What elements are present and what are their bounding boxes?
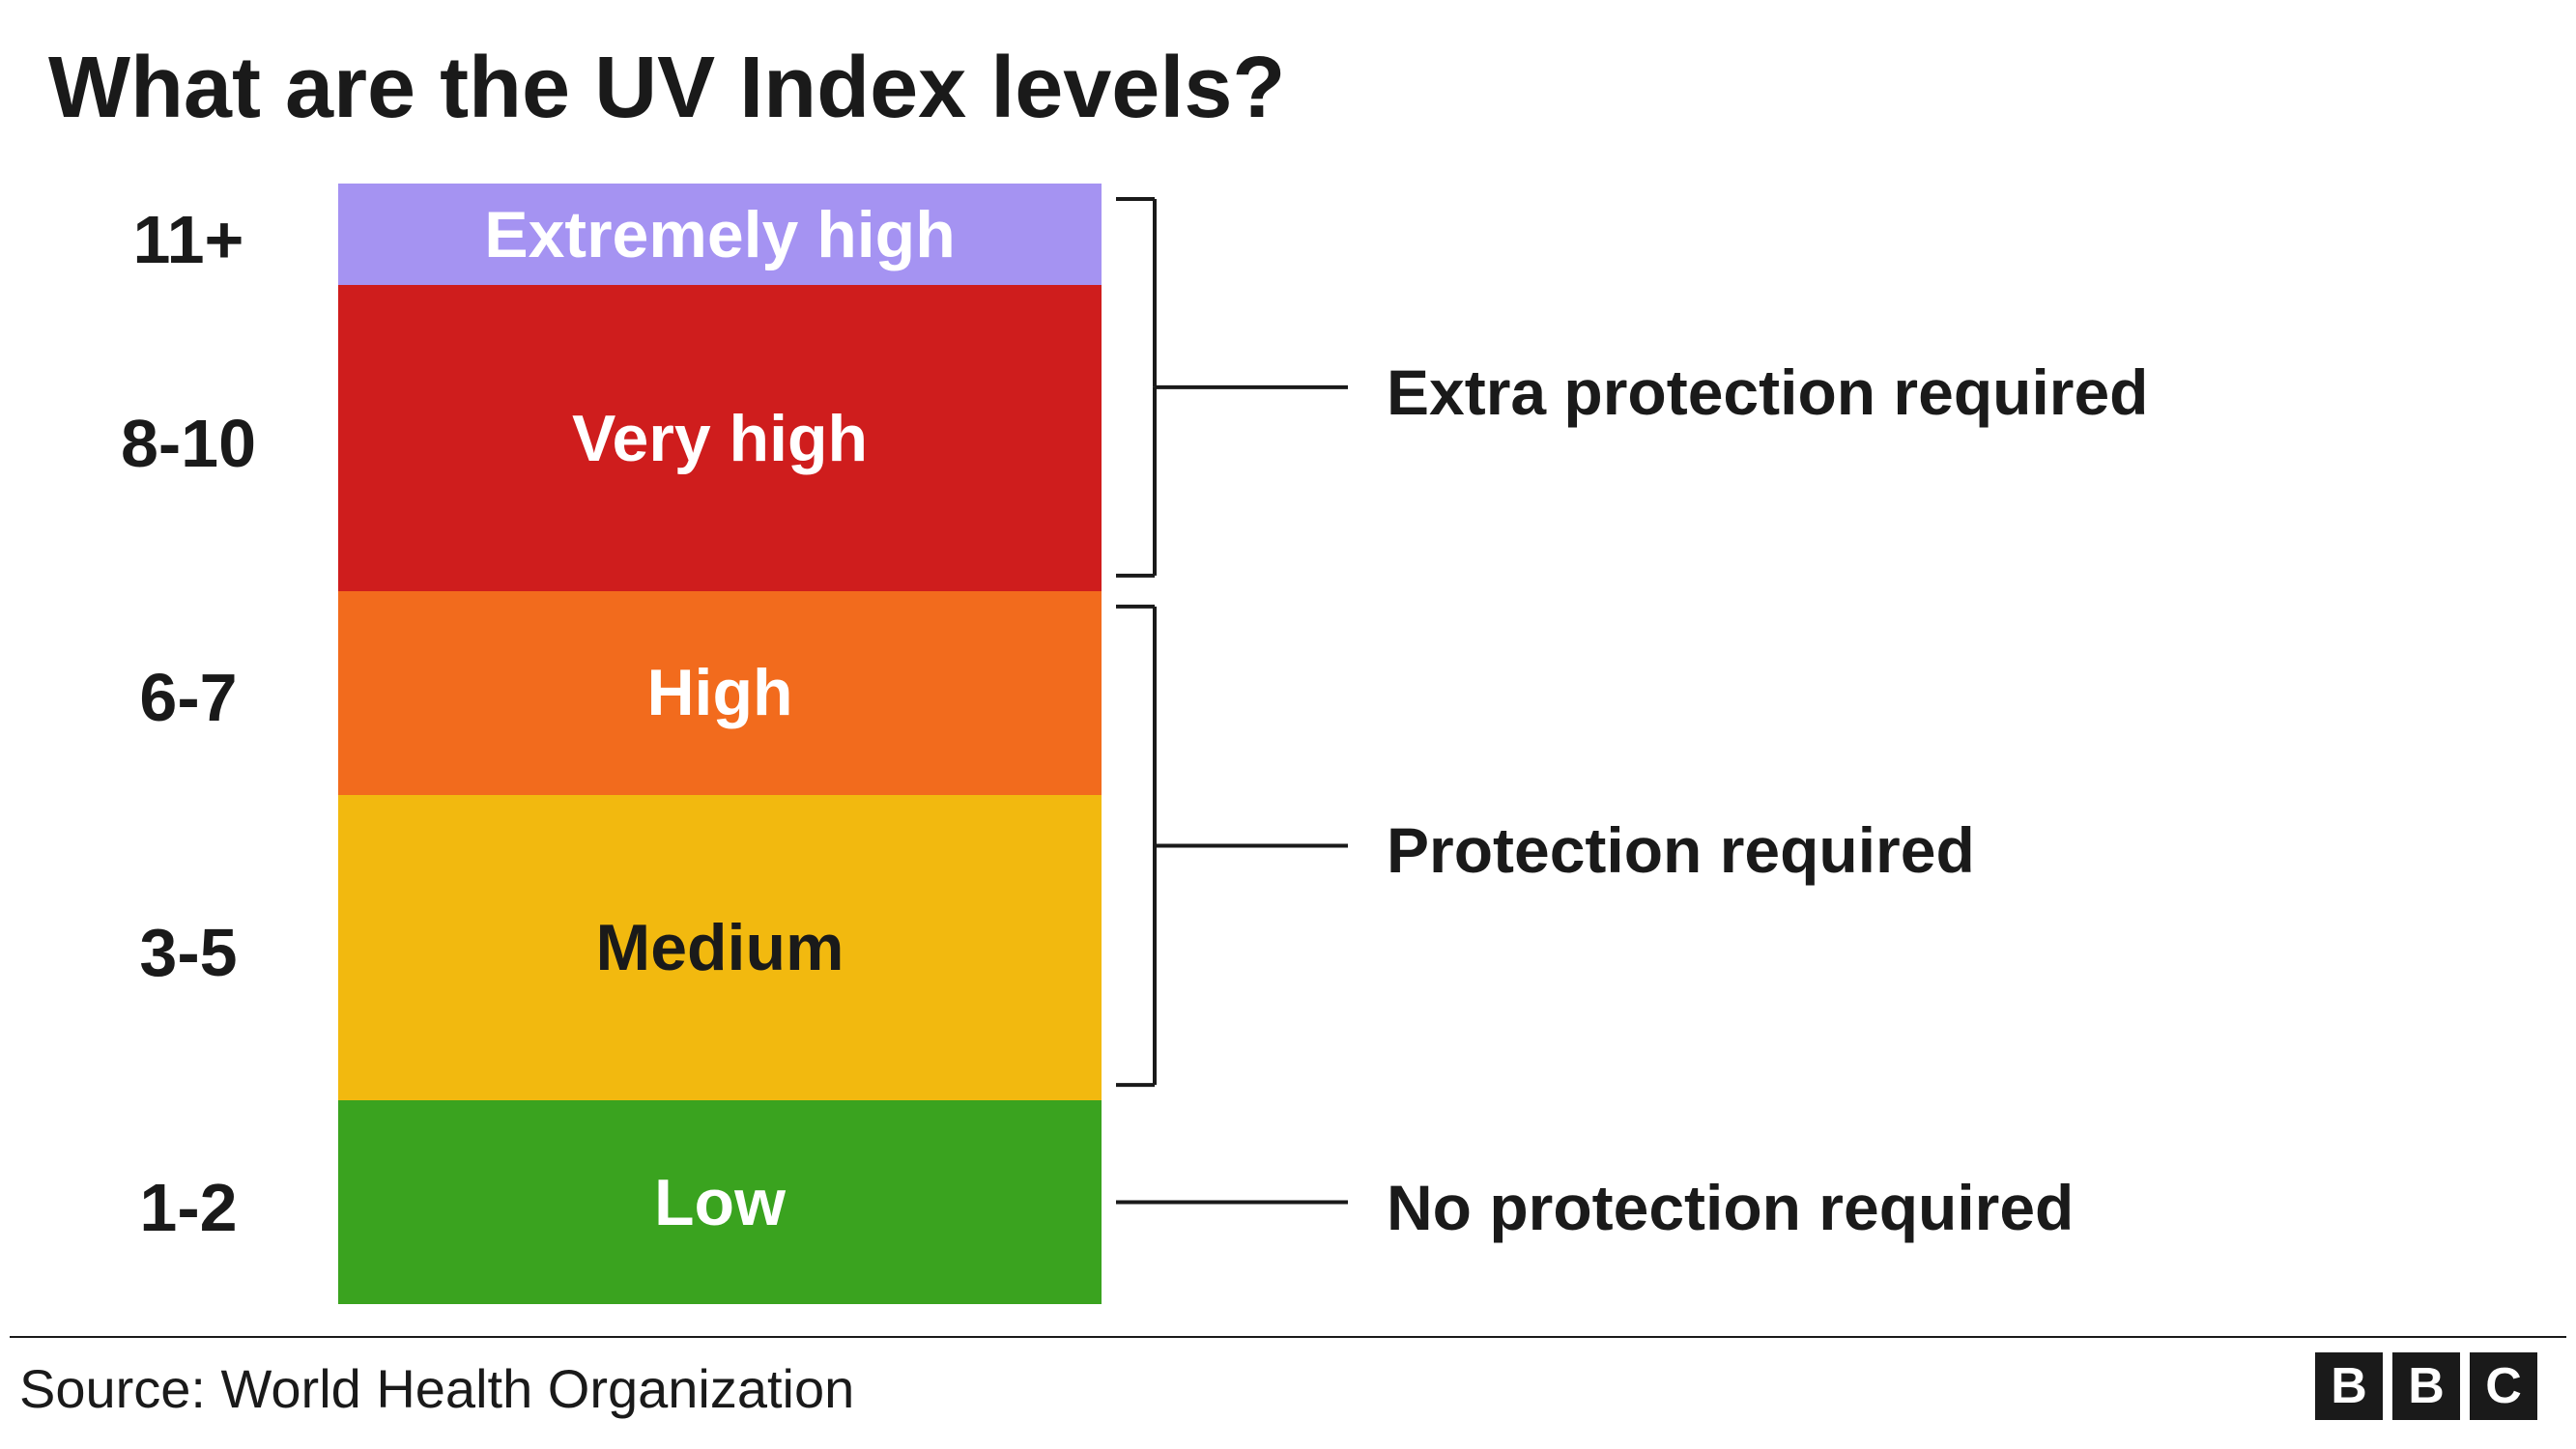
uv-index-infographic: What are the UV Index levels? 11+ 8-10 6-7… bbox=[0, 0, 2576, 1449]
uv-range-label: 3-5 bbox=[48, 914, 329, 991]
bbc-logo-letter: C bbox=[2470, 1352, 2537, 1420]
uv-bar: Low bbox=[338, 1100, 1102, 1304]
footer-divider bbox=[10, 1336, 2566, 1338]
uv-bar: Extremely high bbox=[338, 184, 1102, 285]
chart-title: What are the UV Index levels? bbox=[48, 39, 1285, 138]
bbc-logo: BBC bbox=[2315, 1352, 2537, 1420]
uv-bar-label: High bbox=[646, 655, 792, 730]
bars-column: Extremely high Very high High Medium Low bbox=[338, 184, 1102, 1304]
uv-range-label: 1-2 bbox=[48, 1169, 329, 1246]
annotation-label: Extra protection required bbox=[1387, 355, 2149, 429]
uv-bar-label: Very high bbox=[572, 401, 868, 476]
uv-bar: Very high bbox=[338, 285, 1102, 590]
source-text: Source: World Health Organization bbox=[19, 1357, 854, 1420]
bbc-logo-letter: B bbox=[2392, 1352, 2460, 1420]
uv-range-label: 11+ bbox=[48, 201, 329, 278]
annotation-line-icon bbox=[1116, 184, 1348, 1304]
bbc-logo-letter: B bbox=[2315, 1352, 2383, 1420]
uv-bar-label: Medium bbox=[596, 910, 844, 985]
annotation-label: No protection required bbox=[1387, 1171, 2074, 1244]
uv-range-label: 6-7 bbox=[48, 659, 329, 736]
range-column: 11+ 8-10 6-7 3-5 1-2 bbox=[48, 184, 329, 1304]
uv-bar-label: Extremely high bbox=[484, 197, 956, 272]
uv-bar: High bbox=[338, 591, 1102, 795]
uv-bar-label: Low bbox=[654, 1165, 786, 1240]
annotation-column: Extra protection required Protection requ… bbox=[1116, 184, 2527, 1304]
annotation-label: Protection required bbox=[1387, 813, 1975, 887]
chart-area: 11+ 8-10 6-7 3-5 1-2 Extremely high Very high… bbox=[48, 184, 2528, 1304]
uv-bar: Medium bbox=[338, 795, 1102, 1100]
uv-range-label: 8-10 bbox=[48, 405, 329, 482]
